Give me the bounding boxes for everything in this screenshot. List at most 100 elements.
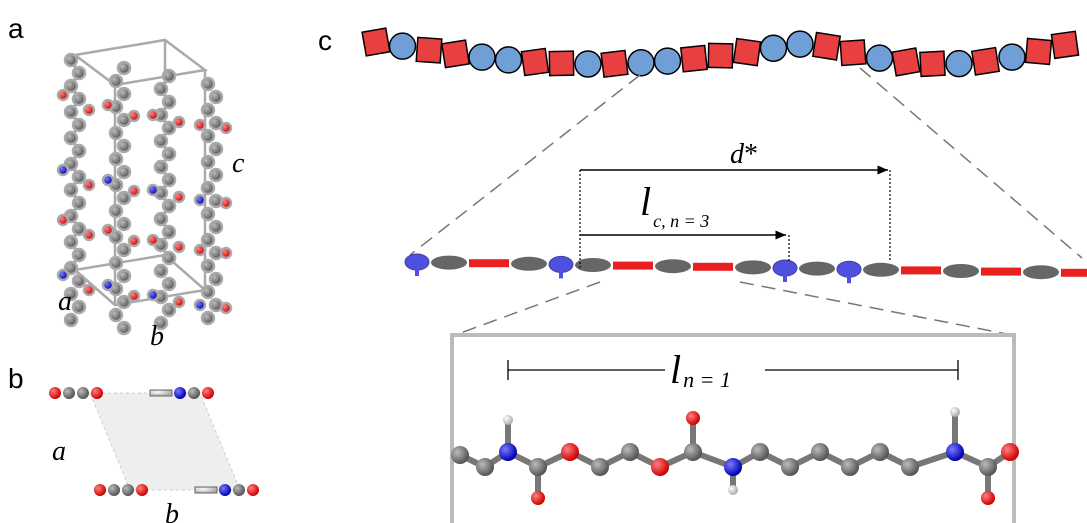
repeat-unit <box>1025 38 1051 64</box>
atom <box>155 161 167 173</box>
atom <box>503 415 513 425</box>
bond <box>150 390 172 396</box>
repeat-unit <box>549 51 573 75</box>
atom <box>202 182 214 194</box>
atom <box>202 130 214 142</box>
repeat-unit <box>416 37 442 63</box>
atom <box>65 132 77 144</box>
atom <box>103 175 113 185</box>
atom <box>981 491 995 505</box>
atom <box>118 244 130 256</box>
atom <box>77 387 89 399</box>
atom <box>110 127 122 139</box>
atom <box>58 90 68 100</box>
atom <box>811 443 829 461</box>
atom <box>73 93 85 105</box>
repeat-unit <box>442 40 469 67</box>
atom <box>148 185 158 195</box>
atom <box>118 192 130 204</box>
atom <box>122 484 134 496</box>
segment <box>799 262 835 276</box>
atom <box>118 140 130 152</box>
atom <box>73 119 85 131</box>
atom <box>103 280 113 290</box>
atom <box>174 297 184 307</box>
atom <box>110 205 122 217</box>
repeat-unit <box>813 33 840 60</box>
repeat-unit <box>733 39 760 66</box>
atom <box>73 197 85 209</box>
coarse-chain <box>362 28 1078 77</box>
segment <box>1023 265 1059 279</box>
axis-label: b <box>150 321 164 352</box>
atom <box>155 265 167 277</box>
repeat-unit <box>362 28 390 56</box>
atom <box>221 123 231 133</box>
atom <box>451 446 469 464</box>
segment <box>431 256 467 270</box>
atom <box>58 165 68 175</box>
repeat-unit <box>972 48 999 75</box>
atom <box>174 192 184 202</box>
atom <box>781 458 799 476</box>
atom <box>155 135 167 147</box>
repeat-unit <box>946 51 972 77</box>
repeat-unit <box>867 45 893 71</box>
atom <box>188 387 200 399</box>
atom <box>202 104 214 116</box>
junction <box>415 266 419 276</box>
repeat-unit <box>761 35 787 61</box>
segment-chain <box>405 254 1087 283</box>
suffix: * <box>744 139 758 170</box>
atom <box>129 186 139 196</box>
atom <box>148 235 158 245</box>
panel-label: a <box>8 13 24 44</box>
atom <box>210 221 222 233</box>
segment <box>655 259 691 273</box>
atom <box>148 110 158 120</box>
atom <box>202 208 214 220</box>
atom <box>73 67 85 79</box>
junction <box>847 273 851 283</box>
dimension-arrows <box>580 170 890 268</box>
atom <box>202 78 214 90</box>
atom <box>118 270 130 282</box>
atom <box>58 215 68 225</box>
atom <box>73 249 85 261</box>
atom <box>195 195 205 205</box>
atom <box>155 83 167 95</box>
atom <box>163 304 175 316</box>
dimension-label: lc, n = 3 <box>640 179 709 231</box>
atom <box>118 218 130 230</box>
atom <box>202 156 214 168</box>
atom <box>202 312 214 324</box>
atom <box>155 213 167 225</box>
atom <box>871 443 889 461</box>
atom <box>110 257 122 269</box>
atom <box>163 174 175 186</box>
atom <box>221 303 231 313</box>
repeat-unit <box>681 45 707 71</box>
atom <box>1001 443 1019 461</box>
atom <box>129 236 139 246</box>
repeat-unit <box>628 50 654 76</box>
atom <box>73 171 85 183</box>
atom <box>210 169 222 181</box>
repeat-unit <box>655 48 681 74</box>
axis-label: c <box>232 148 245 179</box>
atom <box>84 180 94 190</box>
panel-label: c <box>318 25 332 56</box>
junction <box>783 272 787 282</box>
segment <box>693 263 733 271</box>
crystal-structure <box>58 40 231 334</box>
repeat-unit <box>787 31 813 57</box>
atom <box>221 248 231 258</box>
atom <box>73 275 85 287</box>
atom <box>118 166 130 178</box>
atom <box>202 260 214 272</box>
atom <box>195 245 205 255</box>
atom <box>65 106 77 118</box>
atom <box>195 120 205 130</box>
atom <box>946 443 964 461</box>
repeat-unit <box>920 51 945 76</box>
